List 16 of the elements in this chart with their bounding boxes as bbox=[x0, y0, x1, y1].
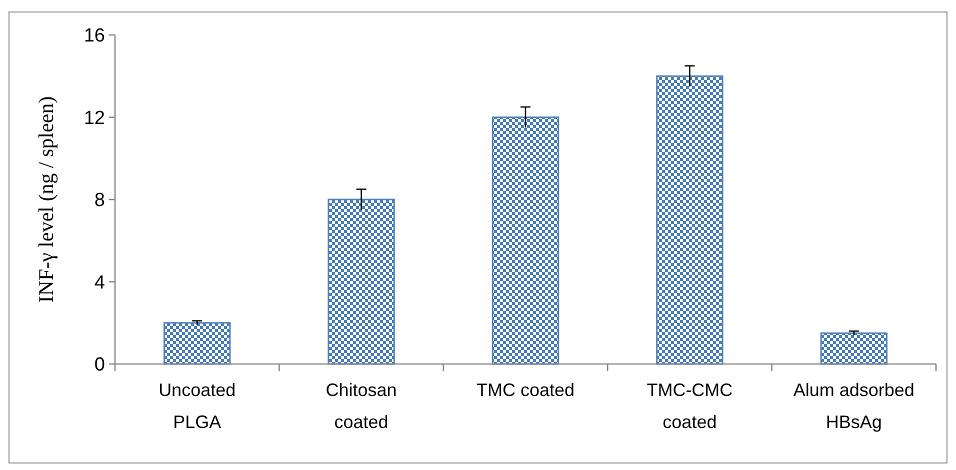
bar bbox=[820, 332, 888, 365]
y-tick-label: 0 bbox=[94, 354, 105, 376]
bar bbox=[656, 75, 724, 365]
bar bbox=[328, 198, 395, 365]
bar bbox=[164, 322, 231, 365]
bar bbox=[492, 116, 560, 365]
x-tick-label: Uncoated PLGA bbox=[158, 380, 236, 432]
y-tick-label: 8 bbox=[94, 190, 105, 212]
x-tick-label: TMC coated bbox=[476, 380, 575, 400]
x-tick-label: TMC-CMC coated bbox=[646, 380, 733, 432]
y-tick-label: 12 bbox=[84, 108, 105, 129]
x-tick-label: Alum adsorbed HBsAg bbox=[793, 380, 914, 432]
y-tick-label: 4 bbox=[94, 272, 106, 294]
x-tick-label: Chitosan coated bbox=[326, 380, 397, 432]
y-tick-label: 16 bbox=[84, 26, 105, 47]
y-axis-title: INF-γ level (ng / spleen) bbox=[34, 96, 58, 303]
